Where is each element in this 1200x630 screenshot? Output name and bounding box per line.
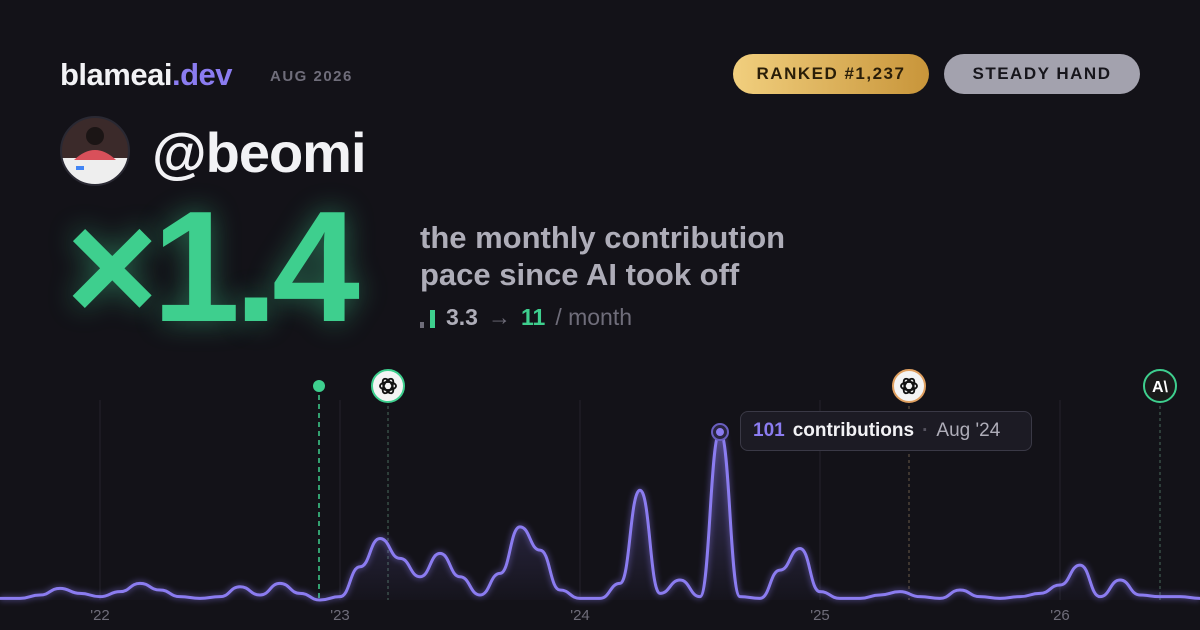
tooltip-date: Aug '24 xyxy=(936,420,1001,441)
highlight-point xyxy=(716,428,724,437)
event-dot xyxy=(313,380,325,392)
title-badge: STEADY HAND xyxy=(944,54,1140,94)
tooltip-label: contributions xyxy=(792,420,915,441)
anthropic-icon xyxy=(1143,369,1177,403)
pace-stat: 3.3 → 11 / month xyxy=(420,304,632,331)
x-tick-label: '26 xyxy=(1050,607,1070,624)
area xyxy=(0,432,1200,600)
handle: @beomi xyxy=(152,121,367,184)
openai-icon xyxy=(892,369,926,403)
description: pace since AI took off xyxy=(420,257,740,292)
x-tick-label: '24 xyxy=(570,607,590,624)
x-tick-label: '23 xyxy=(330,607,350,624)
tooltip-separator: · xyxy=(922,420,929,441)
anthropic-label: A\ xyxy=(1152,379,1169,396)
pace-icon xyxy=(420,309,435,328)
pace-before: 3.3 xyxy=(446,304,478,330)
rank-badge: RANKED #1,237 xyxy=(733,54,929,94)
brand-tld: .dev xyxy=(171,57,233,92)
brand-name: blameai xyxy=(60,57,172,92)
multiplier: ×1.4 xyxy=(66,179,360,355)
description: the monthly contribution xyxy=(420,220,786,255)
pace-arrow: → xyxy=(487,304,511,330)
x-tick-label: '25 xyxy=(810,607,830,624)
pace-unit: / month xyxy=(555,304,633,330)
period: AUG 2026 xyxy=(270,68,353,85)
line-glow xyxy=(0,429,1200,604)
tooltip: 101 contributions · Aug '24 xyxy=(740,411,1032,451)
avatar xyxy=(60,116,130,186)
x-tick-label: '22 xyxy=(90,607,110,624)
line xyxy=(0,430,1200,602)
pace-after: 11 xyxy=(520,304,546,330)
tooltip-value: 101 xyxy=(753,420,785,441)
brand: blameai.dev xyxy=(60,57,232,93)
openai-icon xyxy=(371,369,405,403)
